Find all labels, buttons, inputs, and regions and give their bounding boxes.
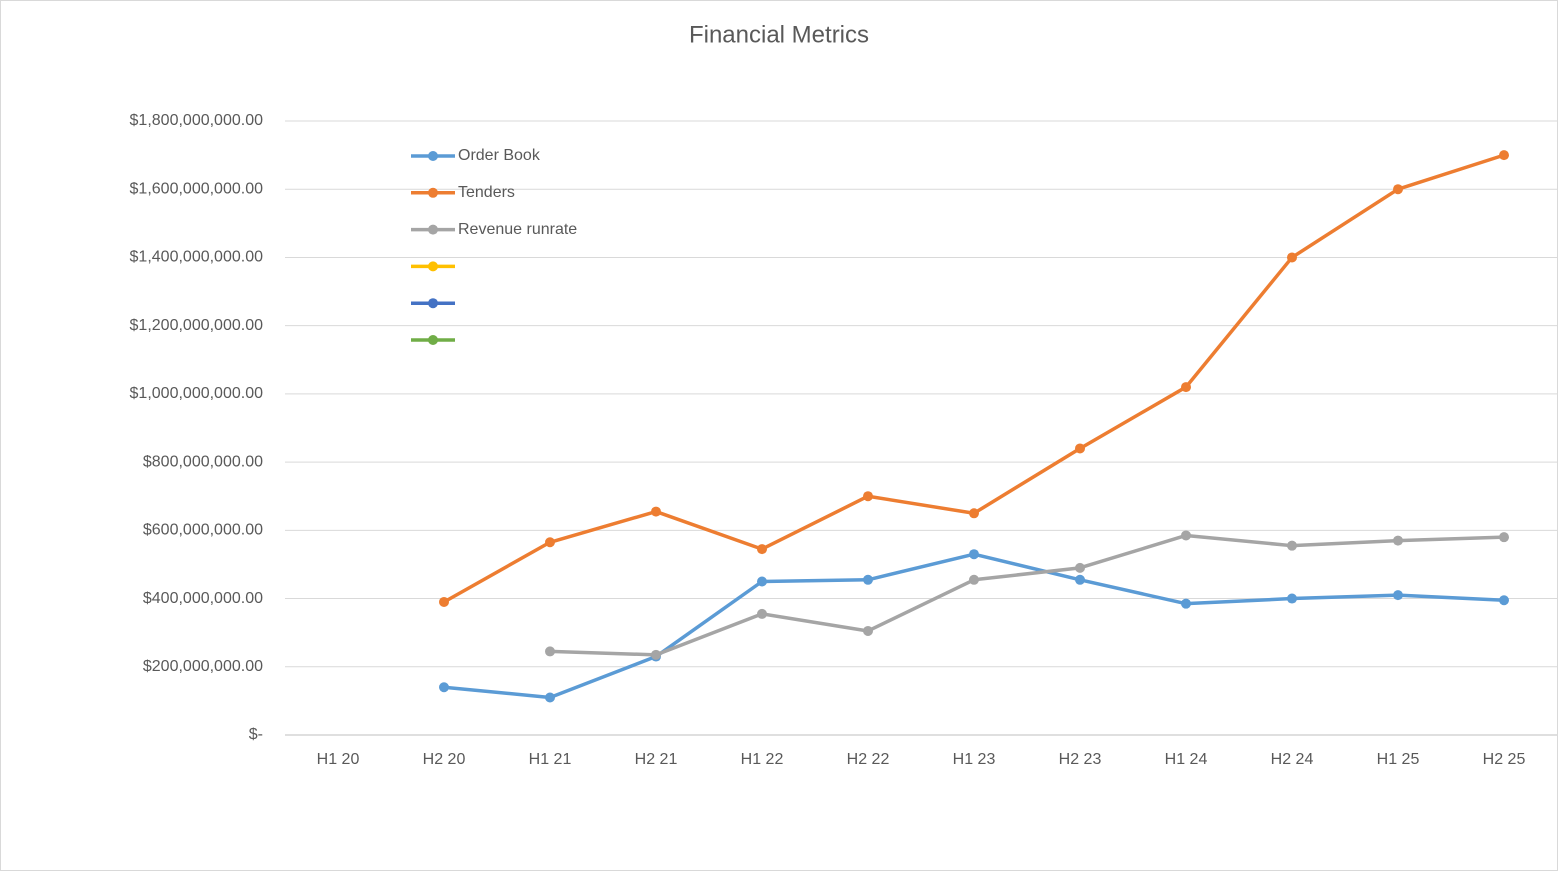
y-tick-label: $400,000,000.00 [143, 590, 263, 607]
data-point [1181, 598, 1191, 609]
y-tick-label: $800,000,000.00 [143, 453, 263, 470]
data-point [1499, 532, 1509, 543]
data-point [863, 574, 873, 585]
y-tick-label: $600,000,000.00 [143, 522, 263, 539]
x-tick-label: H2 22 [847, 751, 890, 768]
data-point [1287, 593, 1297, 604]
x-tick-label: H1 25 [1377, 751, 1420, 768]
legend-swatch-marker [428, 335, 438, 345]
data-point [863, 625, 873, 636]
legend-label: Revenue runrate [458, 221, 577, 238]
x-tick-label: H1 22 [741, 751, 784, 768]
data-point [1287, 252, 1297, 263]
data-point [545, 692, 555, 703]
y-tick-label: $1,200,000,000.00 [130, 317, 264, 334]
data-point [1075, 574, 1085, 585]
legend-swatch-marker [428, 224, 438, 235]
data-point [651, 649, 661, 660]
data-point [1393, 184, 1403, 195]
series-line [548, 533, 1506, 657]
data-point [545, 646, 555, 657]
data-point [1181, 530, 1191, 541]
y-tick-label: $- [249, 726, 263, 743]
y-tick-label: $1,800,000,000.00 [130, 112, 264, 129]
data-point [969, 508, 979, 519]
y-tick-label: $1,000,000,000.00 [130, 385, 264, 402]
x-tick-label: H1 20 [317, 751, 360, 768]
data-point [1393, 535, 1403, 546]
data-point [1075, 443, 1085, 454]
y-tick-label: $1,600,000,000.00 [130, 180, 264, 197]
legend-label: Tenders [458, 184, 515, 201]
data-point [757, 608, 767, 619]
legend-swatch-marker [428, 151, 438, 161]
x-tick-label: H2 23 [1059, 751, 1102, 768]
data-point [651, 506, 661, 517]
chart-title: Financial Metrics [689, 21, 869, 48]
y-tick-label: $1,400,000,000.00 [130, 249, 264, 266]
data-point [1181, 382, 1191, 393]
data-point [757, 544, 767, 555]
data-point [969, 574, 979, 585]
y-tick-label: $200,000,000.00 [143, 658, 263, 675]
legend-swatch-marker [428, 187, 438, 198]
data-point [439, 596, 449, 607]
x-tick-label: H2 21 [635, 751, 678, 768]
legend-label: Order Book [458, 147, 541, 164]
data-point [757, 576, 767, 587]
data-point [1499, 150, 1509, 161]
x-tick-label: H2 20 [423, 751, 466, 768]
legend-swatch-marker [428, 298, 438, 309]
data-point [1287, 540, 1297, 551]
data-point [863, 491, 873, 502]
data-point [1499, 595, 1509, 606]
legend-swatch-marker [428, 261, 438, 272]
data-point [439, 682, 449, 693]
x-tick-label: H1 23 [953, 751, 996, 768]
x-tick-label: H2 24 [1271, 751, 1314, 768]
data-point [545, 537, 555, 548]
data-point [1393, 590, 1403, 601]
x-tick-label: H1 24 [1165, 751, 1208, 768]
x-tick-label: H2 25 [1483, 751, 1526, 768]
data-point [969, 549, 979, 560]
data-point [1075, 562, 1085, 573]
x-tick-label: H1 21 [529, 751, 572, 768]
